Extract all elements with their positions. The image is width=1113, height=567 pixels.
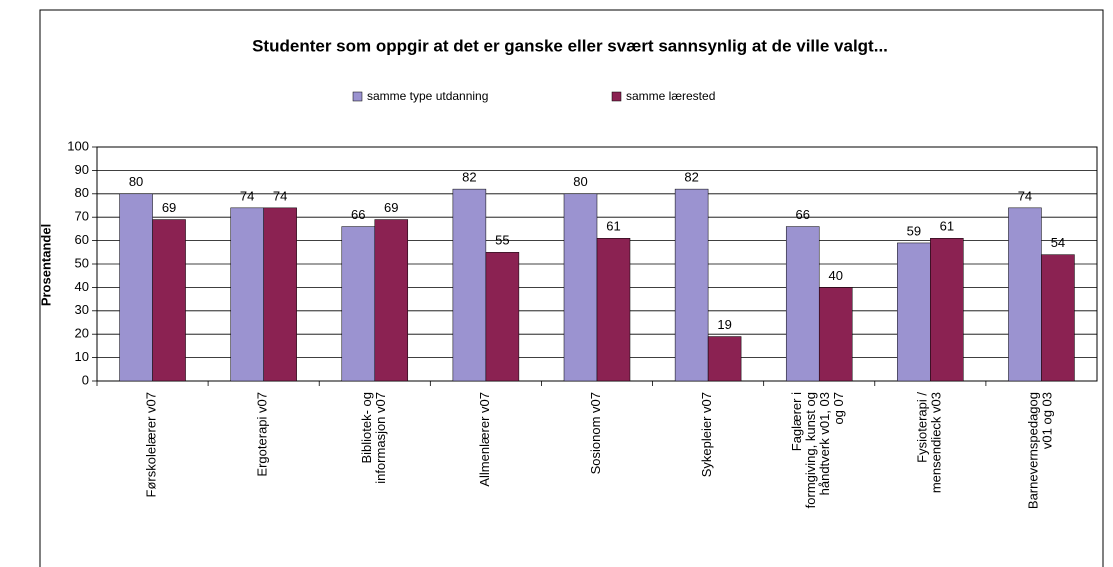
data-label: 69: [384, 200, 398, 215]
y-axis-label: Prosentandel: [38, 224, 53, 306]
bar: [119, 193, 153, 382]
data-label: 69: [162, 200, 176, 215]
x-tick-label: Bibliotek- oginformasjon v07: [359, 392, 388, 484]
x-tick-label: Sosionom v07: [588, 392, 603, 474]
bar: [596, 238, 631, 382]
x-tick-label: Faglærer iformgiving, kunst oghåndtverk …: [790, 392, 847, 508]
bar: [818, 287, 853, 382]
bar: [707, 336, 742, 382]
y-tick-label: 50: [75, 255, 89, 270]
y-tick-label: 20: [75, 326, 89, 341]
data-label: 80: [129, 174, 143, 189]
y-tick-label: 0: [82, 372, 89, 387]
y-tick-label: 100: [67, 138, 89, 153]
bar: [263, 207, 297, 382]
legend-label: samme type utdanning: [367, 89, 488, 103]
bar: [152, 219, 186, 382]
bar: [930, 238, 964, 382]
data-label: 82: [462, 170, 476, 185]
y-tick-label: 40: [75, 279, 89, 294]
x-tick-label: Ergoterapi v07: [255, 392, 270, 477]
x-tick-label: Sykepleier v07: [700, 392, 715, 477]
data-label: 19: [717, 317, 731, 332]
bar: [674, 188, 709, 382]
bar: [452, 188, 487, 382]
bar: [374, 219, 409, 382]
bar: [341, 226, 376, 382]
bar: [897, 242, 931, 382]
y-tick-label: 10: [75, 349, 89, 364]
legend-swatch: [352, 91, 363, 102]
bar: [230, 207, 264, 382]
data-label: 74: [240, 188, 254, 203]
y-tick-label: 30: [75, 302, 89, 317]
data-label: 61: [940, 219, 954, 234]
x-tick-label: Allmenlærer v07: [477, 392, 492, 487]
data-label: 59: [907, 223, 921, 238]
y-tick-label: 80: [75, 185, 89, 200]
x-tick-label: Fysioterapi /mensendieck v03: [915, 392, 944, 494]
chart-title: Studenter som oppgir at det er ganske el…: [252, 36, 888, 55]
y-tick-label: 90: [75, 162, 89, 177]
data-label: 74: [273, 188, 287, 203]
x-tick-label: Førskolelærer v07: [144, 392, 159, 497]
data-label: 55: [495, 233, 509, 248]
data-label: 80: [573, 174, 587, 189]
legend-label: samme lærested: [626, 89, 715, 103]
y-tick-label: 60: [75, 232, 89, 247]
y-tick-label: 70: [75, 209, 89, 224]
data-label: 61: [606, 219, 620, 234]
bar: [485, 252, 520, 382]
data-label: 66: [351, 207, 365, 222]
data-label: 66: [795, 207, 809, 222]
legend-swatch: [611, 91, 622, 102]
bar: [563, 193, 598, 382]
data-label: 54: [1051, 235, 1065, 250]
bar: [785, 226, 820, 382]
bar: [1008, 207, 1042, 382]
bar: [1041, 254, 1075, 382]
data-label: 74: [1018, 188, 1032, 203]
x-tick-label: Barnevernspedagogv01 og 03: [1026, 392, 1055, 509]
data-label: 40: [828, 268, 842, 283]
data-label: 82: [684, 170, 698, 185]
